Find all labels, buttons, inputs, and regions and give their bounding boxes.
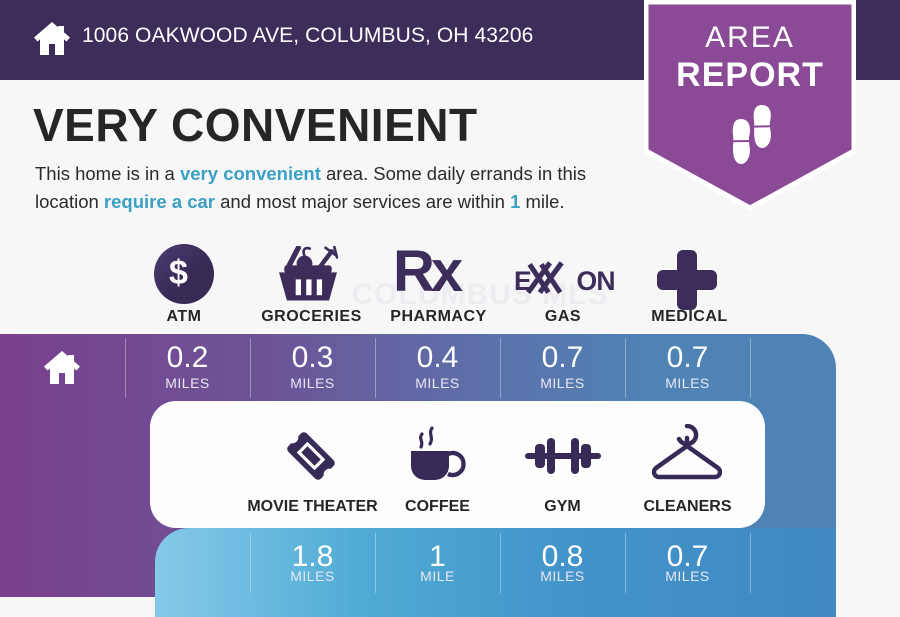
svg-text:$: $: [169, 254, 188, 292]
svg-text:ON: ON: [577, 266, 615, 296]
